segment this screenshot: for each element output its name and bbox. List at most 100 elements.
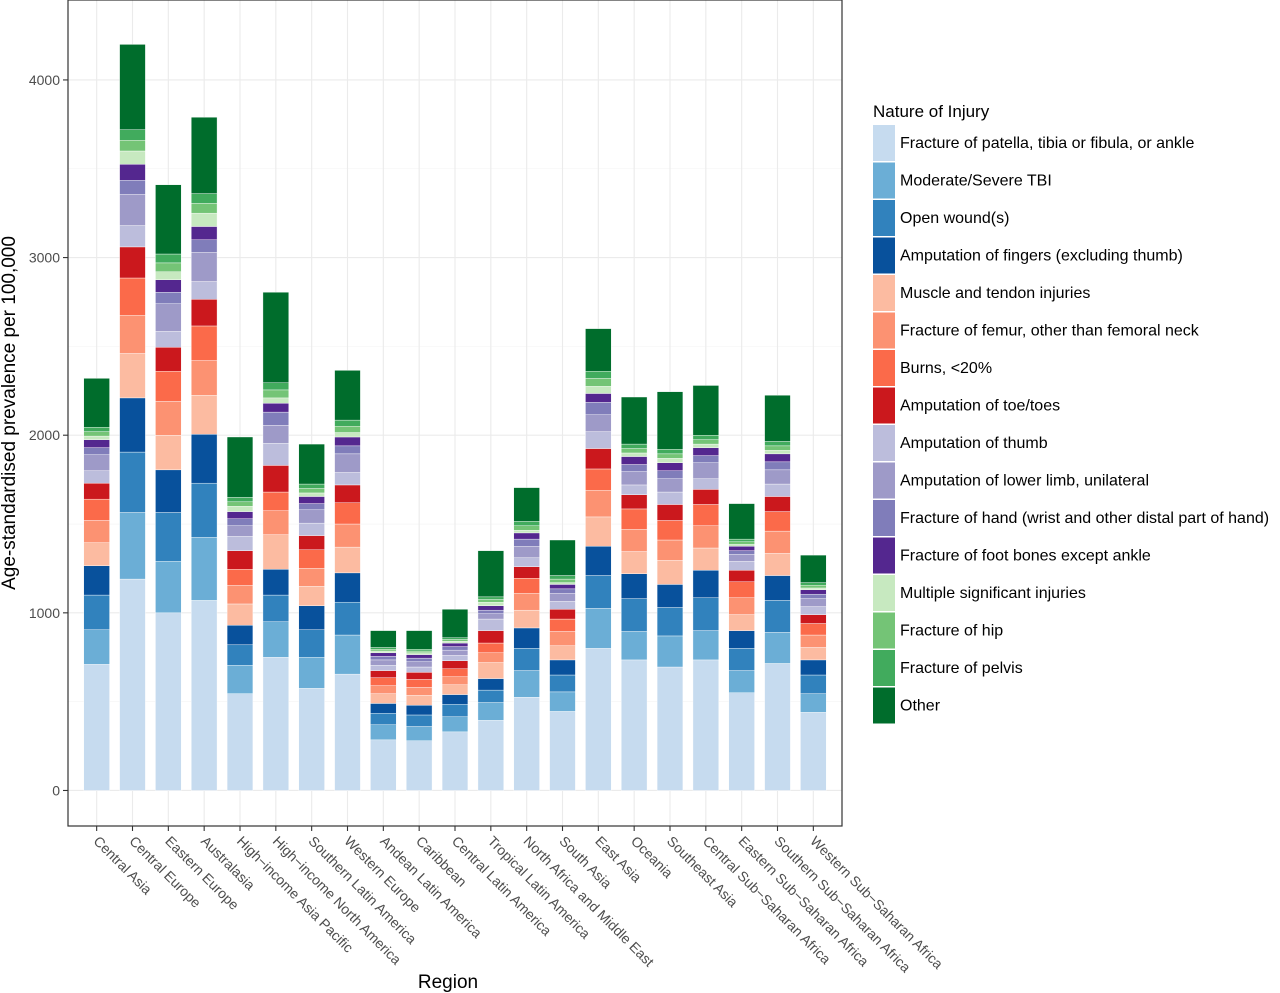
bar-segment [226,625,254,646]
x-axis-title: Region [418,972,478,993]
bar-segment [549,609,576,620]
bar-segment [334,484,361,503]
bar-segment [728,546,755,551]
bar-segment [406,654,433,659]
bar-segment [585,608,612,649]
bar-segment [800,634,827,648]
bar-segment [692,597,719,631]
bar-segment [764,441,791,447]
bar-segment [406,650,433,654]
bar-segment [406,672,433,680]
bar-segment [406,695,433,706]
bar-segment [334,572,361,603]
bar-segment [800,712,827,791]
bar-segment [406,740,433,791]
bar-segment [656,560,684,585]
bar-segment [728,597,755,615]
bar-segment [692,443,719,448]
bar-segment [262,621,289,658]
bar-segment [477,662,504,679]
bar-segment [83,431,110,437]
bar-segment [191,482,218,538]
bar-segment [370,724,397,741]
bar-segment [226,644,254,666]
bar-segment [334,432,361,438]
bar-segment [441,704,469,717]
bar-segment [477,678,504,691]
legend-key [873,312,895,349]
bar-segment [262,594,289,622]
bar-segment [83,435,110,440]
bar-segment [370,659,397,666]
bar-segment [191,117,218,194]
bar-segment [298,657,325,689]
bar-segment [262,403,289,413]
legend-key [873,237,895,274]
bar-segment [441,646,469,651]
bar-segment [477,642,504,654]
bar-segment [298,522,325,536]
legend-label: Amputation of lower limb, unilateral [900,473,1149,490]
bar-segment [191,239,218,253]
bar-segment [334,634,361,675]
bar-segment [370,685,397,694]
bar-segment [728,581,755,598]
bar-segment [155,469,182,513]
bar-segment [692,478,719,490]
bar-segment [477,613,504,620]
bar-segment [477,550,504,598]
bar-segment [370,739,397,791]
legend-title: Nature of Injury [873,102,990,121]
bar-segment [656,520,684,541]
legend-key [873,500,895,536]
bar-segment [728,554,755,562]
bar-segment [298,503,325,511]
bar-segment [191,395,218,435]
bar-segment [119,353,146,399]
legend-key [873,387,895,424]
bar-segment [441,637,469,640]
bar-segment [621,452,648,457]
bar-segment [513,521,540,526]
bar-segment [656,491,684,505]
bar-segment [477,689,504,703]
bar-segment [800,554,827,583]
bar-segment [334,601,361,636]
bar-segment [370,693,397,704]
bar-segment [119,512,146,580]
bar-segment [549,674,576,693]
bar-segment [83,498,110,521]
bar-segment [298,585,325,606]
bar-segment [800,623,827,636]
bar-segment [441,655,469,661]
bar-segment [370,656,397,661]
bar-segment [83,520,110,543]
bar-segment [262,510,289,535]
bar-segment [406,649,433,652]
bar-segment [549,584,576,590]
bar-segment [513,609,540,629]
bar-segment [764,632,791,664]
bar-segment [441,676,469,685]
bar-segment [226,585,254,605]
bar-segment [477,609,504,614]
bar-segment [334,453,361,473]
bar-segment [621,484,648,495]
legend-label: Amputation of fingers (excluding thumb) [900,248,1183,265]
bar-segment [692,525,719,549]
bar-segment [370,665,397,671]
bar-segment [656,504,684,521]
bar-segment [621,573,648,599]
bar-segment [621,508,648,530]
bar-segment [406,714,433,727]
bar-segment [585,448,612,470]
bar-segment [585,490,612,518]
bar-segment [764,553,791,576]
bar-segment [298,688,325,791]
bar-segment [191,537,218,601]
bar-segment [585,575,612,609]
bar-segment [191,600,218,791]
bar-segment [477,601,504,606]
